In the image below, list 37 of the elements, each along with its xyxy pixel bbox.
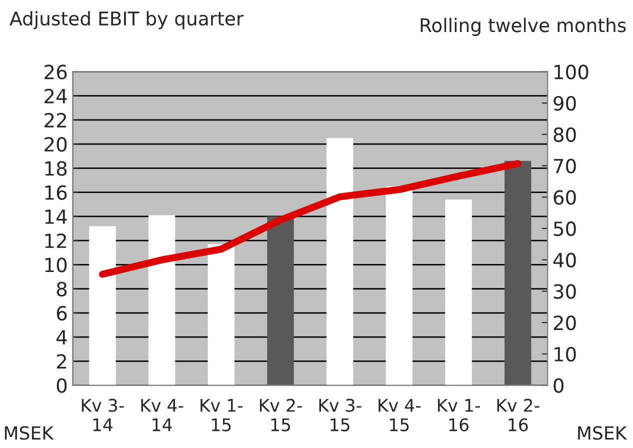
y-tick-label: 6 bbox=[56, 306, 67, 321]
y2-tick-label: 30 bbox=[554, 284, 576, 299]
chart-title: Adjusted EBIT by quarter bbox=[10, 11, 244, 30]
x-tick-label: Kv 4- 14 bbox=[141, 399, 184, 432]
x-tick-label: Kv 3- 14 bbox=[82, 398, 124, 432]
y-tick-label: 2 bbox=[56, 354, 66, 369]
y-tick-label: 14 bbox=[45, 210, 67, 224]
y2-tick-label: 10 bbox=[554, 346, 576, 362]
y-tick-label: 20 bbox=[44, 137, 67, 152]
y2-tick-label: 100 bbox=[554, 64, 588, 80]
y-tick-label: 8 bbox=[56, 282, 67, 296]
y-tick-label: 22 bbox=[44, 112, 66, 128]
y2-tick-label: 90 bbox=[554, 96, 576, 111]
y-tick-label: 18 bbox=[45, 161, 67, 176]
y-tick-label: 24 bbox=[44, 88, 67, 104]
y-tick-label: 12 bbox=[45, 233, 66, 248]
y2-tick-label: 50 bbox=[554, 221, 576, 236]
x-tick-label: Kv 1- 15 bbox=[200, 399, 243, 432]
y2-tick-label: 80 bbox=[554, 127, 576, 142]
y-axis-title: MSEK bbox=[4, 426, 54, 440]
x-tick-label: Kv 3- 15 bbox=[319, 398, 362, 432]
y2-tick-label: 0 bbox=[554, 378, 564, 393]
x-tick-label: Kv 2- 15 bbox=[260, 398, 302, 432]
y-tick-label: 26 bbox=[44, 64, 67, 80]
y2-tick-label: 60 bbox=[554, 190, 576, 205]
x-tick-label: Kv 1- 16 bbox=[438, 399, 480, 432]
y2-axis-title: MSEK bbox=[578, 426, 628, 440]
chart-subtitle: Rolling twelve months bbox=[420, 18, 626, 36]
y-tick-label: 0 bbox=[56, 378, 67, 393]
y-tick-label: 10 bbox=[45, 258, 67, 272]
x-tick-label: Kv 2- 16 bbox=[497, 398, 540, 432]
y-tick-label: 16 bbox=[45, 185, 67, 200]
y2-tick-label: 20 bbox=[554, 316, 576, 330]
y-tick-label: 4 bbox=[56, 330, 67, 344]
x-tick-label: Kv 4- 15 bbox=[378, 399, 421, 432]
y2-tick-label: 70 bbox=[554, 158, 576, 174]
y2-tick-label: 40 bbox=[553, 252, 576, 268]
